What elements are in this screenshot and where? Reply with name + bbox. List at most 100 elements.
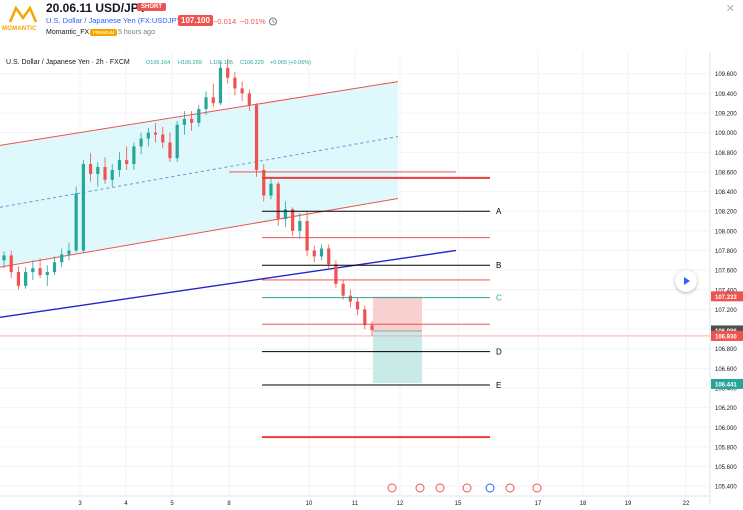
event-flag-icon[interactable] (415, 483, 425, 493)
candle-body (291, 209, 295, 231)
event-flag-icon[interactable] (462, 483, 472, 493)
candle-body (125, 160, 129, 165)
candle-body (60, 254, 64, 263)
play-replay-button[interactable] (675, 270, 697, 292)
candle-body (319, 248, 324, 257)
chart-header: MOMANTIC 20.06.11 USD/JPY SHORT U.S. Dol… (0, 0, 743, 46)
x-tick-label: 17 (535, 501, 542, 507)
candle-body (182, 118, 186, 125)
x-tick-label: 15 (455, 501, 462, 507)
candle-body (327, 248, 331, 265)
publish-time: 5 hours ago (118, 29, 155, 36)
candle-body (269, 183, 273, 196)
candle-body (283, 209, 288, 220)
candle-body (334, 264, 338, 284)
candle-body (132, 146, 136, 165)
y-tick-label: 106.600 (715, 367, 737, 373)
candle-body (96, 167, 100, 174)
economic-events (387, 483, 542, 493)
candle-body (341, 283, 345, 296)
alarm-clock-icon[interactable] (268, 16, 278, 26)
candle-body (370, 325, 374, 331)
x-tick-label: 18 (580, 501, 587, 507)
event-flag-icon[interactable] (387, 483, 397, 493)
candle-body (52, 262, 57, 273)
logo-text: MOMANTIC (2, 26, 37, 32)
price-change: −0.014 (213, 17, 237, 26)
channel-mid-line (0, 136, 399, 208)
candle-body (276, 183, 280, 220)
candle-body (38, 268, 42, 276)
y-tick-label: 106.200 (715, 406, 737, 412)
short-badge: SHORT (137, 3, 166, 11)
x-tick-label: 3 (78, 501, 82, 507)
event-flag-icon[interactable] (435, 483, 445, 493)
candle-body (226, 67, 230, 78)
event-flag-icon[interactable] (485, 483, 495, 493)
candle-body (67, 250, 71, 255)
candle-body (139, 138, 143, 147)
y-tick-label: 109.600 (715, 72, 737, 78)
x-tick-label: 12 (397, 501, 404, 507)
price-tag-label: 106.441 (715, 382, 737, 388)
y-tick-label: 106.000 (715, 426, 737, 432)
y-tick-label: 109.400 (715, 92, 737, 98)
candle-body (211, 97, 215, 104)
candle-body (305, 221, 309, 251)
candle-body (74, 193, 78, 251)
momantic-logo[interactable]: MOMANTIC (2, 4, 42, 40)
candle-body (254, 105, 259, 170)
candle-body (88, 164, 93, 174)
legend-high: H106.269 (178, 60, 202, 66)
blue-trendline (0, 249, 457, 318)
author-name[interactable]: Momantic_FX (46, 29, 90, 36)
candle-body (240, 88, 244, 94)
candle-body (312, 250, 316, 257)
level-label-d: D (496, 348, 502, 357)
x-tick-label: 22 (683, 501, 690, 507)
y-tick-label: 109.000 (715, 131, 737, 137)
candle-body (2, 255, 6, 261)
y-tick-label: 107.600 (715, 269, 737, 275)
level-label-c: C (496, 294, 502, 303)
candle-body (81, 164, 85, 251)
price-tag (711, 378, 743, 389)
event-flag-icon[interactable] (532, 483, 542, 493)
candle-body (31, 268, 35, 273)
price-tag (711, 325, 743, 336)
x-tick-label: 11 (352, 501, 359, 507)
candle-body (348, 295, 352, 302)
y-tick-label: 107.800 (715, 249, 737, 255)
candle-body (298, 221, 302, 231)
stop-zone (373, 296, 422, 332)
price-change-pct: −0.01% (240, 17, 266, 26)
candle-body (355, 301, 360, 310)
y-tick-label: 108.400 (715, 190, 737, 196)
price-tag (711, 291, 743, 302)
candle-body (262, 169, 266, 196)
x-tick-label: 4 (124, 501, 128, 507)
level-label-e: E (496, 381, 501, 390)
close-icon[interactable]: ✕ (725, 3, 735, 15)
premium-badge: PREMIUM (90, 29, 118, 36)
time-axis[interactable]: 3 4 5 8 10 11 12 15 17 18 19 22 (78, 501, 690, 507)
y-tick-label: 108.600 (715, 170, 737, 176)
level-lines: A B C D E (229, 171, 502, 439)
candle-body (175, 124, 179, 159)
candle-body (24, 272, 28, 286)
candle-body (110, 169, 114, 180)
y-tick-label: 108.800 (715, 151, 737, 157)
candle-body (218, 67, 223, 104)
event-flag-icon[interactable] (505, 483, 515, 493)
channel-fill (0, 81, 398, 268)
level-label-a: A (496, 207, 502, 216)
price-axis[interactable]: 109.600 109.400 109.200 109.000 108.800 108.6… (711, 72, 743, 491)
legend-symbol: U.S. Dollar / Japanese Yen · 2h · FXCM (6, 59, 130, 66)
x-tick-label: 10 (306, 501, 313, 507)
candle-body (103, 167, 107, 180)
legend-bar: U.S. Dollar / Japanese Yen · 2h · FXCM O… (6, 59, 311, 66)
instrument-link[interactable]: U.S. Dollar / Japanese Yen (FX:USDJPY) (46, 16, 184, 25)
y-tick-label: 108.200 (715, 210, 737, 216)
candle-body (9, 255, 13, 273)
